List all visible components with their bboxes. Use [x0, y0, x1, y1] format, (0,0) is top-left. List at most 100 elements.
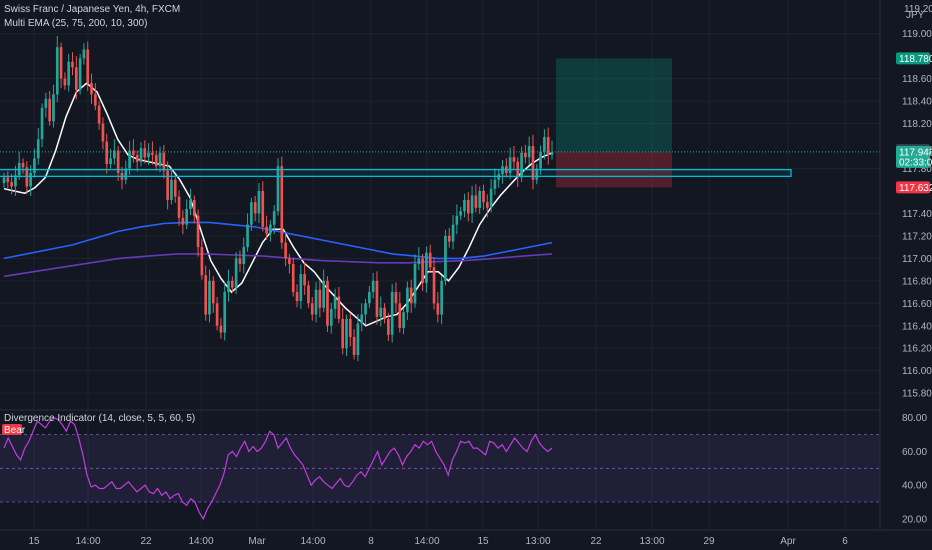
symbol-title[interactable]: Swiss Franc / Japanese Yen, 4h, FXCM	[4, 4, 180, 15]
candle-body	[246, 224, 249, 248]
candle-body	[55, 47, 59, 95]
candle-body	[181, 217, 185, 225]
price-tick: 118.600	[902, 74, 932, 85]
resistance-zone[interactable]	[0, 168, 792, 178]
price-tick: 116.000	[902, 366, 932, 377]
bear-badge-bg	[2, 424, 22, 435]
candle-body	[2, 177, 6, 184]
stop-price-label: 117.632	[899, 183, 932, 194]
current-price-label-countdown: 02:33:09	[899, 157, 932, 168]
candle-body	[398, 303, 402, 328]
candle-body	[124, 168, 128, 180]
rsi-line	[3, 417, 553, 521]
candle-body	[265, 226, 268, 234]
candle-body	[428, 252, 432, 268]
candle-body	[482, 190, 485, 203]
target-price-label: 118.780	[899, 54, 932, 65]
candle-body	[425, 252, 428, 284]
candle-body	[535, 168, 539, 180]
candle-body	[364, 303, 367, 315]
candle-body	[390, 292, 394, 335]
candle-body	[238, 258, 242, 264]
time-tick: 15	[477, 536, 489, 547]
candle-body	[63, 78, 67, 86]
candle-body	[375, 280, 379, 317]
candle-body	[211, 280, 215, 304]
price-tick: 117.800	[902, 164, 932, 175]
time-tick: Apr	[780, 536, 796, 547]
candle-body	[440, 280, 443, 315]
candle-body	[527, 146, 531, 158]
candle-body	[128, 150, 131, 169]
candle-body	[455, 215, 459, 225]
candle-body	[177, 196, 181, 218]
candle-body	[52, 94, 55, 122]
oscillator-axis[interactable]: 80.00 60.00 40.00 20.00	[902, 413, 927, 525]
price-tick: 118.400	[902, 97, 932, 108]
currency-label: JPY	[906, 10, 925, 21]
candle-body	[402, 312, 405, 328]
candle-body	[215, 303, 219, 326]
candle-body	[82, 49, 86, 59]
candle-body	[322, 280, 325, 308]
candle-body	[97, 105, 101, 124]
candle-body	[269, 224, 272, 234]
candle-body	[14, 175, 17, 187]
oscillator-tick: 80.00	[902, 413, 927, 424]
candle-body	[470, 195, 474, 214]
candle-body	[383, 307, 386, 320]
candle-body	[474, 195, 478, 208]
candle-body	[291, 263, 295, 293]
time-tick: 29	[703, 536, 715, 547]
price-tick: 117.000	[902, 254, 932, 265]
divergence-oscillator	[0, 417, 880, 521]
candle-body	[90, 83, 93, 95]
resistance-rectangle[interactable]	[0, 168, 792, 178]
candle-body	[512, 157, 516, 162]
candle-body	[432, 267, 436, 304]
price-tick: 116.600	[902, 299, 932, 310]
price-tick: 116.200	[902, 344, 932, 355]
candle-body	[310, 303, 314, 315]
candle-body	[162, 152, 166, 171]
candle-body	[352, 336, 356, 355]
candle-body	[451, 224, 455, 242]
candle-body	[314, 289, 318, 315]
candle-body	[166, 170, 169, 200]
candle-body	[116, 150, 120, 173]
candle-body	[261, 190, 265, 227]
oscillator-legend[interactable]: Divergence Indicator (14, close, 5, 5, 6…	[4, 413, 195, 424]
candle-body	[406, 287, 409, 313]
candle-body	[40, 107, 44, 140]
candle-body	[318, 289, 322, 308]
candle-body	[208, 280, 211, 315]
candle-body	[444, 235, 447, 281]
price-axis[interactable]: 119.000 118.600 118.400 118.200 117.800 117.4…	[902, 29, 932, 399]
stop-price-label-bg	[896, 181, 930, 194]
ema-indicator-legend[interactable]: Multi EMA (25, 75, 200, 10, 300)	[4, 18, 147, 29]
candle-body	[231, 280, 234, 288]
candle-body	[94, 94, 97, 106]
candle-body	[356, 323, 360, 355]
candle-body	[48, 98, 51, 122]
time-tick: 22	[590, 536, 602, 547]
candle-body	[409, 287, 413, 304]
candle-body	[204, 275, 208, 315]
candle-body	[71, 61, 74, 68]
candle-body	[485, 202, 489, 208]
candle-body	[307, 285, 310, 304]
time-tick: 6	[842, 536, 848, 547]
oscillator-tick: 40.00	[902, 481, 927, 492]
price-tick: 115.800	[902, 389, 932, 400]
time-tick: 14:00	[188, 536, 213, 547]
price-tick: 116.800	[902, 276, 932, 287]
time-axis[interactable]: 15 14:00 22 14:00 Mar 14:00 8 14:00 15 13:00 22 13:…	[28, 536, 848, 547]
candle-body	[33, 158, 36, 173]
candle-body	[276, 166, 280, 212]
candle-body	[196, 215, 200, 248]
candle-body	[139, 148, 143, 162]
profit-zone[interactable]	[556, 58, 672, 152]
